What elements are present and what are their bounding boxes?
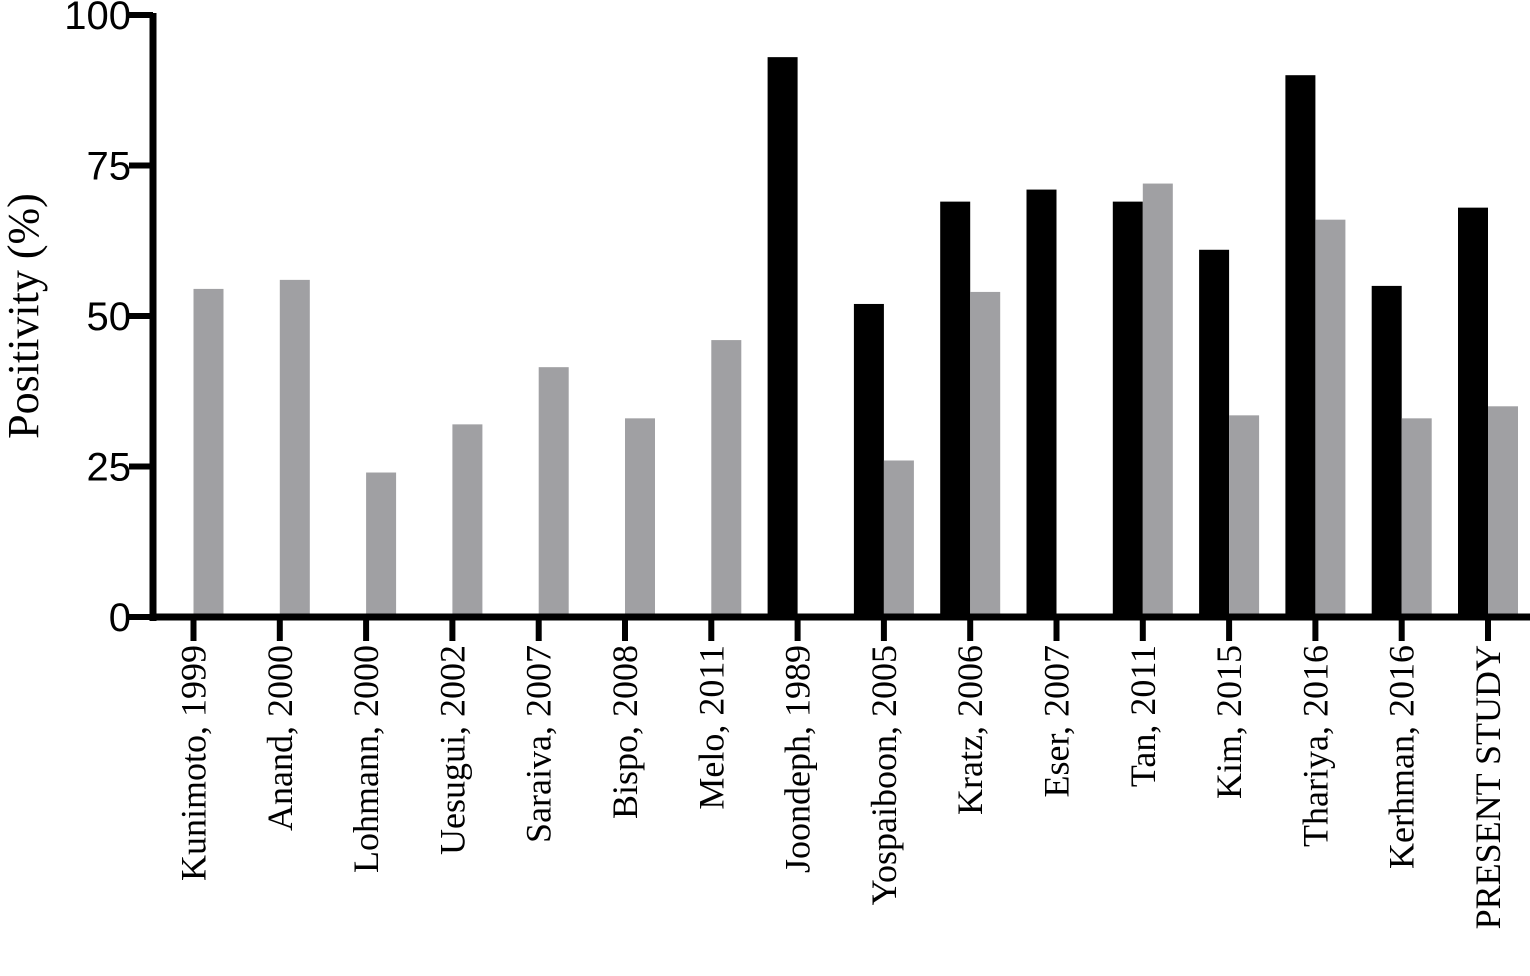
x-category-label: Yospaiboon, 2005 [864, 645, 904, 905]
bar-series-2 [711, 340, 742, 617]
bar-series-2 [538, 367, 569, 617]
y-tick-label: 25 [87, 446, 132, 490]
x-category-label: Melo, 2011 [691, 645, 731, 810]
bar-series-1 [853, 303, 884, 617]
x-category-label: Anand, 2000 [260, 645, 300, 831]
bar-series-1 [1285, 75, 1316, 617]
x-category-label: Kratz, 2006 [950, 645, 990, 815]
bar-series-2 [1488, 406, 1518, 617]
x-category-label: Bispo, 2008 [605, 645, 645, 819]
bar-series-2 [883, 460, 914, 617]
x-category-label: Joondeph, 1989 [778, 645, 818, 873]
bars-layer [193, 57, 1518, 617]
y-axis-title: Positivity (%) [0, 193, 48, 439]
x-category-label: Kim, 2015 [1209, 645, 1249, 799]
bar-series-2 [366, 472, 397, 617]
bar-series-1 [1199, 249, 1230, 617]
y-tick-label: 0 [109, 596, 131, 640]
x-category-label: PRESENT STUDY [1468, 645, 1508, 929]
y-tick-label: 100 [64, 0, 131, 38]
x-category-label: Tan, 2011 [1123, 645, 1163, 787]
x-category-label: Kerhman, 2016 [1382, 645, 1422, 869]
bar-series-2 [1315, 219, 1346, 617]
bar-series-2 [452, 424, 483, 617]
bar-series-2 [1142, 183, 1173, 617]
y-tick-label: 50 [87, 295, 132, 339]
axes-layer [129, 12, 1530, 641]
labels-layer: 0 25 50 75 100 Kunimoto, 1999 Anand, 2000 Lohma… [64, 0, 1508, 929]
x-category-label: Eser, 2007 [1037, 645, 1077, 798]
bar-series-1 [940, 201, 971, 617]
bar-series-1 [1458, 207, 1488, 617]
bar-series-2 [625, 418, 655, 617]
x-category-label: Saraiva, 2007 [519, 645, 559, 843]
y-tick-label: 75 [87, 145, 132, 189]
bar-series-1 [767, 57, 798, 617]
bar-series-2 [193, 288, 224, 617]
bar-series-1 [1026, 189, 1057, 617]
x-category-label: Kunimoto, 1999 [174, 645, 214, 881]
bar-series-2 [970, 291, 1001, 617]
bar-series-1 [1371, 285, 1402, 617]
x-category-label: Lohmann, 2000 [346, 645, 386, 873]
bar-series-2 [1401, 418, 1432, 617]
x-category-label: Thariya, 2016 [1295, 645, 1335, 847]
bar-series-2 [1229, 415, 1260, 617]
bar-series-2 [279, 279, 310, 617]
bar-series-1 [1112, 201, 1143, 617]
x-category-label: Uesugui, 2002 [432, 645, 472, 855]
